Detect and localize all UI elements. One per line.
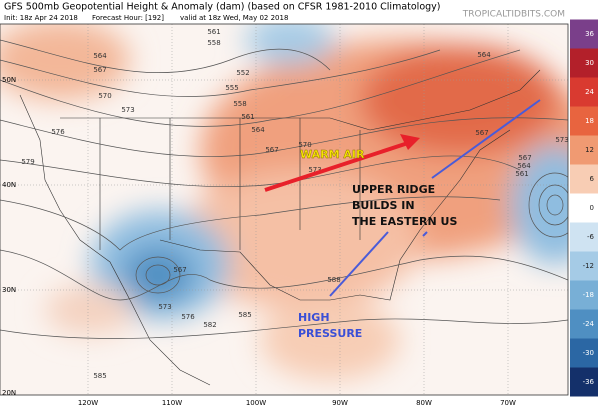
colorbar-label: 18 xyxy=(585,117,594,125)
colorbar-band xyxy=(570,48,598,78)
grid-lines xyxy=(0,24,568,395)
contour-label: 567 xyxy=(93,66,106,74)
ridge-label: BUILDS IN xyxy=(352,199,415,212)
contour-label: 573 xyxy=(158,303,171,311)
ridge-line xyxy=(329,231,389,297)
contour-label: 567 xyxy=(173,266,186,274)
contours xyxy=(0,39,568,339)
valid-time: valid at 18z Wed, May 02 2018 xyxy=(180,14,288,22)
colorbar-label: 24 xyxy=(585,88,594,96)
contour-label: 573 xyxy=(308,166,321,174)
contour-label: 564 xyxy=(517,162,531,170)
init-time: Init: 18z Apr 24 2018 xyxy=(4,14,78,22)
colorbar-label: 0 xyxy=(590,204,594,212)
contour-label: 564 xyxy=(251,126,265,134)
colorbar-band xyxy=(570,19,598,49)
contour-label: 567 xyxy=(475,129,488,137)
borders xyxy=(19,69,541,386)
warm-air-label: WARM AIR xyxy=(300,148,365,161)
lat-label: 20N xyxy=(2,389,16,397)
contour-labels: 565 561 558 564 567 570 573 576 579 555 … xyxy=(21,18,568,380)
colorbar-label: 30 xyxy=(585,59,594,67)
lon-label: 80W xyxy=(416,399,432,407)
contour-label: 570 xyxy=(98,92,111,100)
contour-label: 585 xyxy=(238,311,251,319)
lon-label: 70W xyxy=(500,399,516,407)
map-frame xyxy=(0,23,569,396)
contour-label: 555 xyxy=(225,84,238,92)
colorbar-band xyxy=(570,280,598,310)
contour-label: 588 xyxy=(327,276,340,284)
lat-label: 30N xyxy=(2,286,16,294)
colorbar: 36 30 24 18 12 6 0 -6 -12 -18 -24 -30 -36 xyxy=(570,19,598,397)
contour-label: 564 xyxy=(93,52,107,60)
colorbar-band xyxy=(570,135,598,165)
contour-label: 561 xyxy=(515,170,528,178)
contour-label: 567 xyxy=(518,154,531,162)
lon-labels: 120W 110W 100W 90W 80W 70W xyxy=(78,399,516,407)
contour-label: 558 xyxy=(233,100,246,108)
warm-air-arrow xyxy=(264,141,409,192)
colorbar-label: 36 xyxy=(585,30,594,38)
lat-label: 40N xyxy=(2,181,16,189)
colorbar-label: -18 xyxy=(583,291,594,299)
contour-label: 564 xyxy=(477,51,491,59)
colorbar-label: -36 xyxy=(583,378,595,386)
high-pressure-label: PRESSURE xyxy=(298,327,362,340)
contour-label: 576 xyxy=(181,313,195,321)
lon-label: 90W xyxy=(332,399,348,407)
colorbar-band xyxy=(570,251,598,281)
contour-label: 573 xyxy=(555,136,568,144)
contour-label: 585 xyxy=(93,372,106,380)
colorbar-band xyxy=(570,164,598,194)
colorbar-band xyxy=(570,222,598,252)
high-pressure-label: HIGH xyxy=(298,311,330,324)
colorbar-band xyxy=(570,106,598,136)
map-area: 565 561 558 564 567 570 573 576 579 555 … xyxy=(0,18,568,395)
arrow-head xyxy=(400,134,420,150)
contour-label: 573 xyxy=(121,106,134,114)
colorbar-band xyxy=(570,338,598,368)
colorbar-band xyxy=(570,77,598,107)
colorbar-band xyxy=(570,193,598,223)
ridge-label: UPPER RIDGE xyxy=(352,183,435,196)
colorbar-label: 12 xyxy=(585,146,594,154)
contour-label: 561 xyxy=(207,28,220,36)
site-credit: TROPICALTIDBITS.COM xyxy=(462,10,565,20)
lon-label: 100W xyxy=(246,399,266,407)
lon-label: 120W xyxy=(78,399,98,407)
annotations: WARM AIR UPPER RIDGE BUILDS IN THE EASTE… xyxy=(264,99,541,340)
lat-label: 50N xyxy=(2,76,16,84)
colorbar-label: -12 xyxy=(583,262,594,270)
contour-label: 576 xyxy=(51,128,65,136)
contour-label: 579 xyxy=(21,158,34,166)
lon-label: 110W xyxy=(162,399,182,407)
colorbar-band xyxy=(570,367,598,397)
title: GFS 500mb Geopotential Height & Anomaly … xyxy=(4,2,441,13)
contour-label: 565 xyxy=(204,18,217,26)
forecast-hour: Forecast Hour: [192] xyxy=(92,14,164,22)
colorbar-label: -24 xyxy=(583,320,595,328)
contour-label: 567 xyxy=(265,146,278,154)
colorbar-label: 6 xyxy=(590,175,595,183)
ridge-mark xyxy=(422,231,428,237)
ridge-label: THE EASTERN US xyxy=(352,215,457,228)
colorbar-label: -30 xyxy=(583,349,594,357)
contour-label: 552 xyxy=(236,69,249,77)
colorbar-band xyxy=(570,309,598,339)
contour-label: 582 xyxy=(203,321,216,329)
contour-label: 561 xyxy=(241,113,254,121)
ridge-line xyxy=(431,99,541,179)
colorbar-label: -6 xyxy=(587,233,595,241)
lat-labels: 50N 40N 30N 20N xyxy=(2,76,16,397)
contour-label: 570 xyxy=(298,141,311,149)
contour-label: 558 xyxy=(207,39,220,47)
